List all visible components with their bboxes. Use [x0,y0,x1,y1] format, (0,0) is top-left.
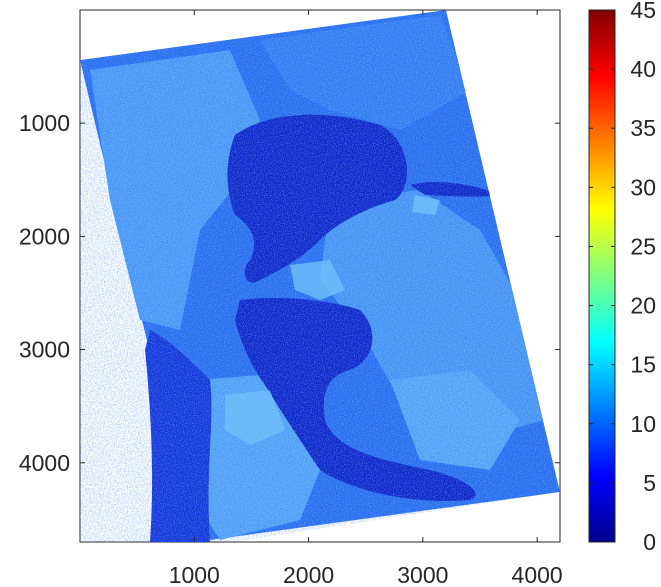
colorbar-tick-label: 30 [630,174,656,200]
colorbar-tick-label: 5 [643,470,656,496]
colorbar-tick-label: 40 [630,56,656,82]
x-tick-label: 3000 [397,562,448,587]
x-tick-label: 4000 [512,562,563,587]
y-tick-label: 1000 [19,110,70,136]
colorbar-tick-label: 10 [630,411,656,437]
colorbar-tick-label: 25 [630,233,656,259]
x-axis: 1000 2000 3000 4000 [169,10,563,587]
satellite-image [80,10,560,542]
colorbar-tick-label: 20 [630,293,656,319]
colorbar-tick-label: 0 [643,529,656,555]
x-tick-label: 2000 [283,562,334,587]
colorbar [588,9,616,543]
colorbar-tick-label: 35 [630,115,656,141]
colorbar-axis: 0 5 10 15 20 25 30 35 40 45 [589,0,656,555]
colorbar-tick-label: 15 [630,352,656,378]
y-axis: 1000 2000 3000 4000 [19,110,560,476]
y-tick-label: 3000 [19,337,70,363]
x-tick-label: 1000 [169,562,220,587]
colorbar-tick-label: 45 [630,0,656,23]
y-tick-label: 4000 [19,450,70,476]
y-tick-label: 2000 [19,223,70,249]
